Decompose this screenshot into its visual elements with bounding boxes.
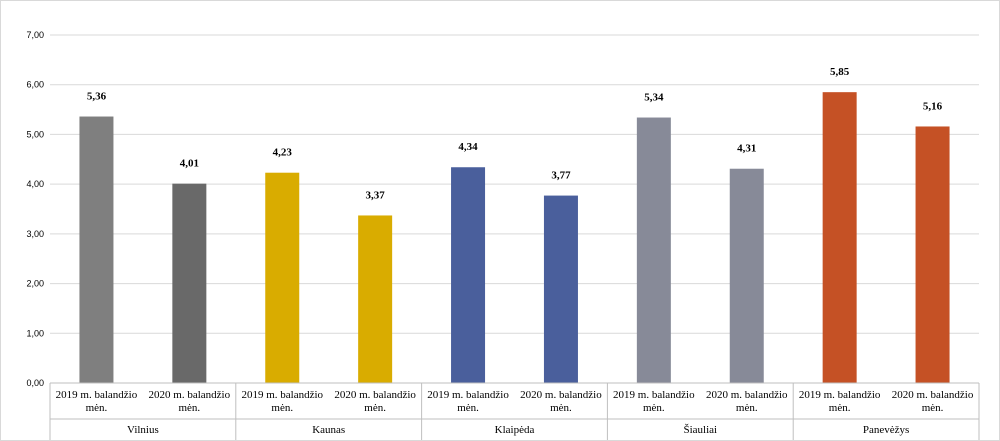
bar [172,183,207,383]
group-label: Panevėžys [863,424,909,436]
group-label: Vilnius [127,424,159,436]
category-label-line: mėn. [364,402,386,414]
category-label: 2019 m. balandžio mėn. [427,389,509,414]
data-label: 5,16 [923,100,943,112]
y-tick-label: 3,00 [26,229,44,239]
y-tick-label: 5,00 [26,129,44,139]
data-label: 4,01 [180,158,199,170]
category-label-line: mėn. [643,402,665,414]
category-label-line: mėn. [457,402,479,414]
y-tick-label: 0,00 [26,378,44,388]
category-label: 2019 m. balandžio mėn. [799,389,881,414]
category-label-line: 2020 m. balandžio [706,389,788,401]
category-label-line: 2019 m. balandžio [427,389,509,401]
data-label: 4,34 [458,141,478,153]
category-label: 2019 m. balandžio mėn. [56,389,138,414]
category-axis: 2019 m. balandžio mėn.2020 m. balandžio mė… [49,382,980,440]
y-tick-label: 6,00 [26,80,44,90]
bar [451,167,486,383]
y-tick-label: 2,00 [26,279,44,289]
data-label: 4,23 [273,147,293,159]
category-label-line: mėn. [736,402,758,414]
category-label-line: mėn. [922,402,944,414]
bar [265,172,300,383]
category-label-line: mėn. [178,402,200,414]
bar [636,117,671,384]
data-label: 5,85 [830,66,850,78]
category-label: 2020 m. balandžio mėn. [334,389,416,414]
group-label: Kaunas [312,424,345,436]
category-label-line: 2020 m. balandžio [334,389,416,401]
category-label-line: 2019 m. balandžio [56,389,138,401]
category-label-line: 2020 m. balandžio [892,389,974,401]
bar [822,92,857,384]
data-label: 3,37 [366,189,386,201]
bar [729,168,764,383]
category-label-line: 2020 m. balandžio [149,389,231,401]
category-label-line: 2019 m. balandžio [799,389,881,401]
category-label: 2020 m. balandžio mėn. [149,389,231,414]
y-axis-tick-labels: 0,00 1,00 2,00 3,00 4,00 5,00 6,00 7,00 [26,30,44,388]
group-label: Klaipėda [495,424,535,436]
category-label-line: mėn. [271,402,293,414]
category-label-line: mėn. [550,402,572,414]
category-label-line: mėn. [829,402,851,414]
category-label-line: mėn. [86,402,108,414]
category-label: 2020 m. balandžio mėn. [706,389,788,414]
category-label: 2020 m. balandžio mėn. [892,389,974,414]
category-label-line: 2019 m. balandžio [613,389,695,401]
category-label: 2019 m. balandžio mėn. [613,389,695,414]
bar [543,195,578,383]
bars [79,92,950,384]
data-label: 5,34 [644,92,664,104]
y-tick-label: 1,00 [26,328,44,338]
bar [915,126,950,383]
category-label: 2019 m. balandžio mėn. [241,389,323,414]
group-label: Šiauliai [683,424,717,436]
category-label-line: 2020 m. balandžio [520,389,602,401]
data-label: 3,77 [551,170,571,182]
y-tick-label: 7,00 [26,30,44,40]
y-tick-label: 4,00 [26,179,44,189]
data-label: 4,31 [737,143,756,155]
data-label: 5,36 [87,91,107,103]
bar [358,215,393,383]
data-labels: 5,36 4,01 4,23 3,37 4,34 3,77 5,34 4,31 5,85 5,16 [87,66,943,201]
bar [79,116,114,383]
category-label: 2020 m. balandžio mėn. [520,389,602,414]
category-label-line: 2019 m. balandžio [241,389,323,401]
